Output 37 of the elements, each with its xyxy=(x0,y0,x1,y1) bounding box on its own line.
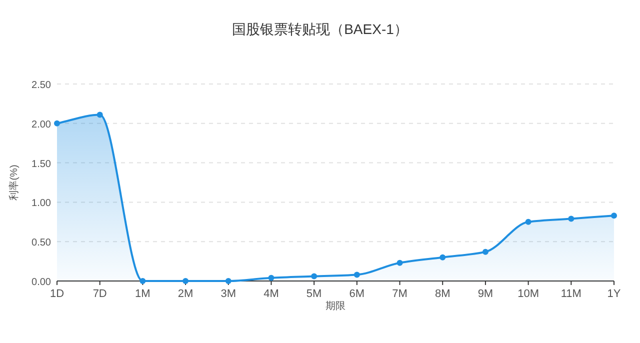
y-tick-label: 2.00 xyxy=(32,119,52,130)
x-tick-label: 3M xyxy=(220,288,236,300)
x-tick-label: 1Y xyxy=(607,288,622,300)
point xyxy=(482,248,488,255)
x-tick-label: 7M xyxy=(392,288,408,300)
point xyxy=(354,272,360,278)
point xyxy=(525,218,532,225)
point xyxy=(440,254,446,260)
point xyxy=(568,216,574,222)
y-axis-title: 利率(%) xyxy=(8,164,20,200)
y-tick-label: 1.50 xyxy=(32,158,52,170)
x-tick-label: 8M xyxy=(434,288,450,300)
point xyxy=(396,260,403,266)
y-tick-label: 0.00 xyxy=(32,277,52,288)
x-tick-label: 4M xyxy=(264,288,279,300)
x-tick-label: 1M xyxy=(135,288,150,300)
point xyxy=(268,274,274,281)
point xyxy=(225,278,232,284)
y-tick-label: 2.50 xyxy=(32,80,52,91)
point xyxy=(182,278,189,284)
point xyxy=(611,212,617,219)
x-tick-label: 6M xyxy=(349,288,365,300)
point xyxy=(311,273,318,280)
x-axis-title: 期限 xyxy=(326,300,346,312)
y-tick-label: 0.50 xyxy=(32,238,52,249)
x-tick-label: 11M xyxy=(560,288,582,300)
point xyxy=(96,112,103,118)
y-tick-label: 1.00 xyxy=(32,198,52,210)
point xyxy=(140,278,146,284)
chart-title: 国股银票转贴现（BAEX-1） xyxy=(232,21,408,37)
x-tick-label: 10M xyxy=(518,288,540,300)
x-tick-label: 2M xyxy=(178,288,194,300)
x-tick-label: 5M xyxy=(306,288,322,300)
x-tick-label: 9M xyxy=(478,288,494,300)
point xyxy=(54,120,60,126)
x-tick-label: 7D xyxy=(92,288,107,300)
x-tick-label: 1D xyxy=(50,288,64,300)
